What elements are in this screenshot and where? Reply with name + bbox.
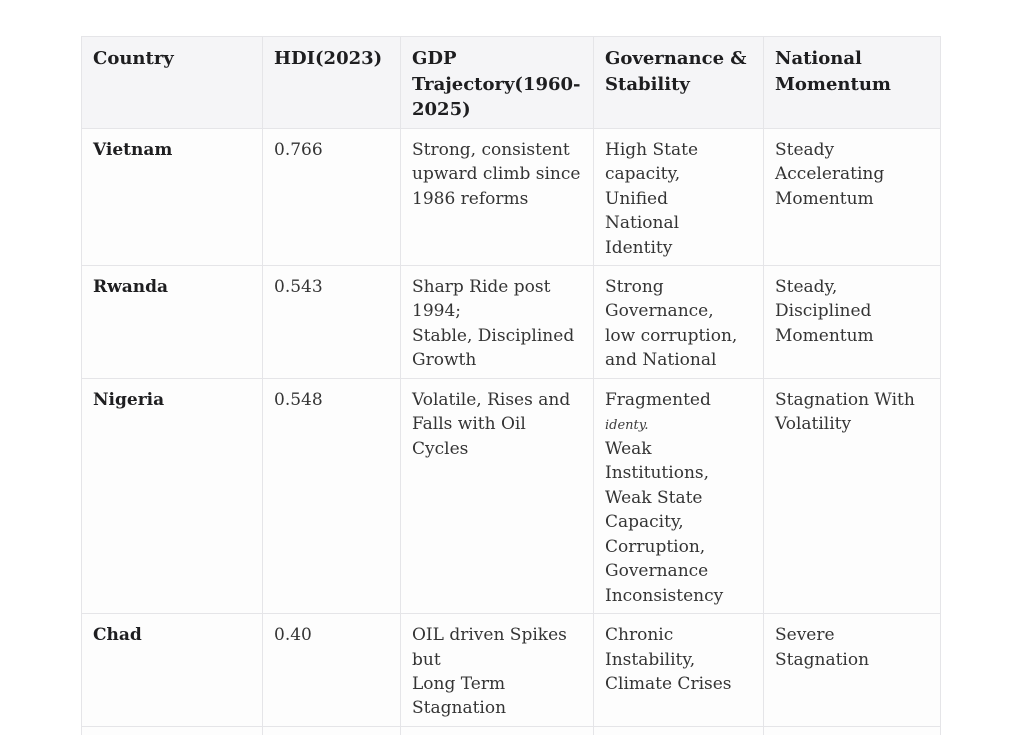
cell-gdp-trajectory: OIL driven Spikes but Long Term Stagnati… — [400, 613, 594, 727]
table-row: Vietnam 0.766 Strong, consistent upward cl… — [81, 127, 941, 266]
column-header-governance: Governance & Stability — [593, 36, 764, 129]
table-row: Haiti0.535Flat With Major Collapses (201… — [81, 725, 941, 735]
cell-country: Nigeria — [81, 377, 263, 615]
cell-country: Vietnam — [81, 127, 263, 266]
cell-country: Rwanda — [81, 264, 263, 379]
column-header-gdp-trajectory: GDP Trajectory(1960- 2025) — [400, 36, 594, 129]
cell-governance: Weak Institutions, Recurring — [593, 725, 764, 735]
cell-hdi: 0.766 — [262, 127, 401, 266]
table-row: Chad 0.40 OIL driven Spikes but Long Term … — [81, 613, 941, 727]
cell-hdi: 0.535 — [262, 725, 401, 735]
cell-hdi: 0.40 — [262, 613, 401, 727]
cell-governance: Strong Governance, low corruption, and N… — [593, 264, 764, 379]
cell-national-momentum: Steady Accelerating Momentum — [763, 127, 941, 266]
cell-gdp-trajectory: Flat With Major Collapses (2010,2019- — [400, 725, 594, 735]
cell-national-momentum: Severe Stagnation — [763, 613, 941, 727]
column-header-hdi: HDI(2023) — [262, 36, 401, 129]
cell-gdp-trajectory: Volatile, Rises and Falls with Oil Cycle… — [400, 377, 594, 615]
cell-governance: High State capacity, Unified National Id… — [593, 127, 764, 266]
table-row: Nigeria 0.548 Volatile, Rises and Falls wi… — [81, 377, 941, 615]
cell-hdi: 0.543 — [262, 264, 401, 379]
column-header-country: Country — [81, 36, 263, 129]
cell-national-momentum: Stagnation With Volatility — [763, 377, 941, 615]
cell-country: Chad — [81, 613, 263, 727]
column-header-national-momentum: National Momentum — [763, 36, 941, 129]
cell-governance: Fragmented identy. Weak Institutions, We… — [593, 377, 764, 615]
cell-country: Haiti — [81, 725, 263, 735]
cell-national-momentum: Severe Stagnation — [763, 725, 941, 735]
table-row: Rwanda 0.543 Sharp Ride post 1994; Stable,… — [81, 264, 941, 379]
cell-gdp-trajectory: Sharp Ride post 1994; Stable, Discipline… — [400, 264, 594, 379]
cell-governance: Chronic Instability, Climate Crises — [593, 613, 764, 727]
header-row: Country HDI(2023) GDP Trajectory(1960- 2… — [81, 36, 941, 129]
cell-gdp-trajectory: Strong, consistent upward climb since 19… — [400, 127, 594, 266]
table-body: Vietnam 0.766 Strong, consistent upward cl… — [81, 127, 941, 735]
cell-national-momentum: Steady, Disciplined Momentum — [763, 264, 941, 379]
country-comparison-table: Country HDI(2023) GDP Trajectory(1960- 2… — [81, 36, 941, 735]
cell-hdi: 0.548 — [262, 377, 401, 615]
governance-note: identy. — [605, 418, 649, 434]
